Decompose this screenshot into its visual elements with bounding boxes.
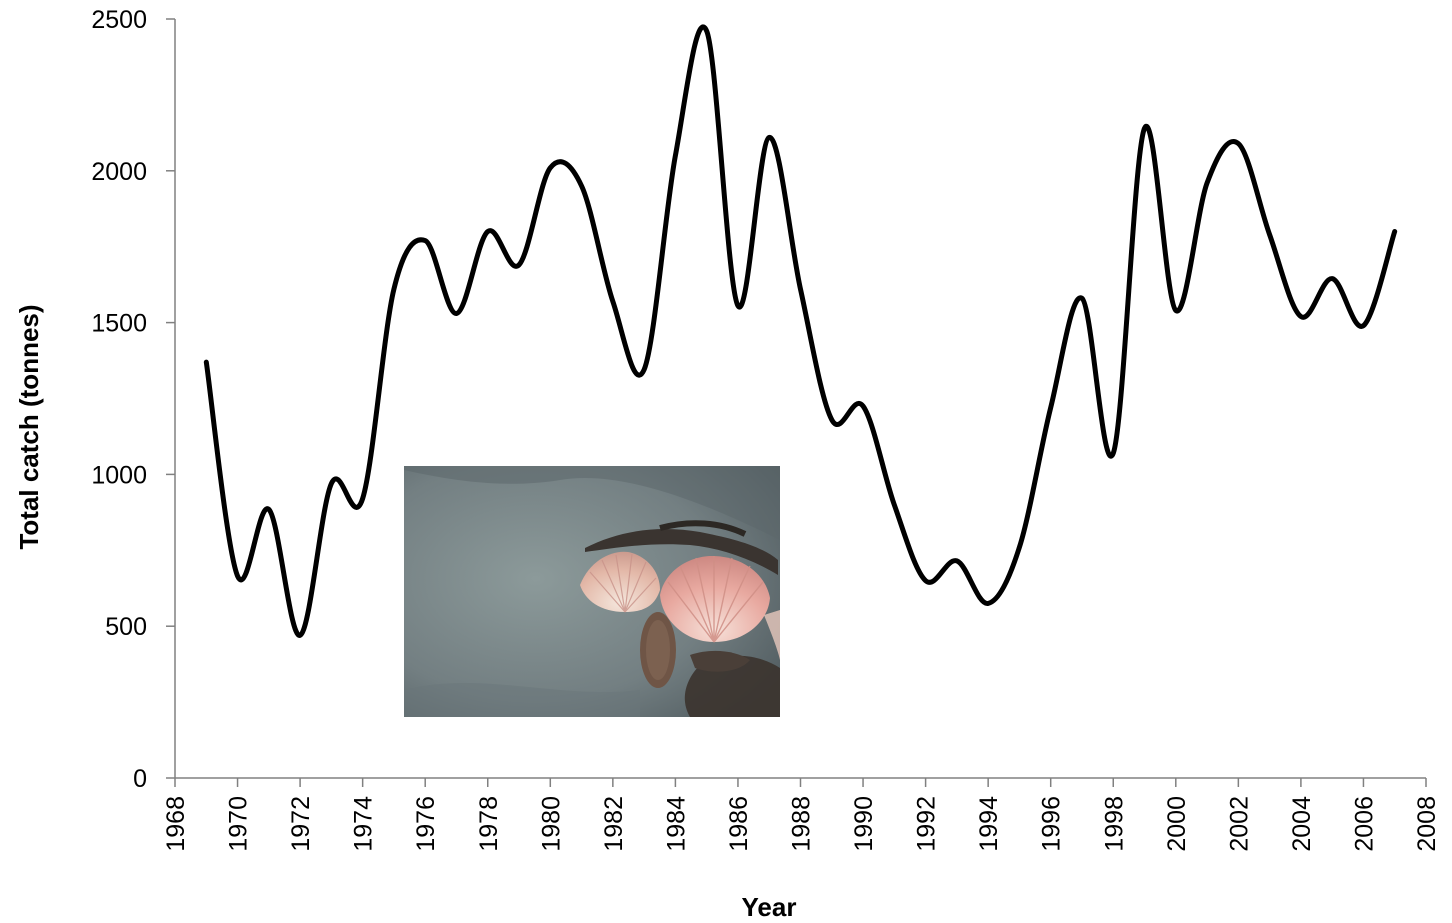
scallops-on-seabed-photo: [404, 466, 780, 717]
y-tick-label: 500: [105, 613, 147, 641]
x-tick-label: 1996: [1038, 796, 1066, 852]
x-tick-label: 2006: [1350, 796, 1378, 852]
x-tick-label: 1974: [350, 796, 378, 852]
x-tick-label: 1976: [412, 796, 440, 852]
x-tick-label: 2008: [1413, 796, 1441, 852]
x-tick-label: 1986: [725, 796, 753, 852]
y-tick-label: 2000: [91, 158, 147, 186]
x-tick-label: 1980: [537, 796, 565, 852]
x-tick-label: 1978: [475, 796, 503, 852]
x-tick-label: 1982: [600, 796, 628, 852]
x-tick-label: 1990: [850, 796, 878, 852]
x-tick-label: 2004: [1288, 796, 1316, 852]
y-tick-label: 1500: [91, 310, 147, 338]
x-tick-label: 2000: [1163, 796, 1191, 852]
y-tick-label: 2500: [91, 6, 147, 34]
y-axis-title: Total catch (tonnes): [14, 304, 44, 549]
x-tick-label: 1970: [225, 796, 253, 852]
x-tick-label: 1992: [913, 796, 941, 852]
x-tick-label: 1988: [788, 796, 816, 852]
x-tick-label: 1998: [1100, 796, 1128, 852]
y-tick-label: 0: [133, 765, 147, 793]
series-line-total-catch: [203, 24, 1398, 638]
y-tick-label: 1000: [91, 461, 147, 489]
x-tick-label: 1984: [662, 796, 690, 852]
x-tick-label: 1972: [287, 796, 315, 852]
x-tick-label: 2002: [1225, 796, 1253, 852]
x-axis-title: Year: [742, 892, 797, 922]
x-tick-label: 1994: [975, 796, 1003, 852]
x-tick-label: 1968: [162, 796, 190, 852]
